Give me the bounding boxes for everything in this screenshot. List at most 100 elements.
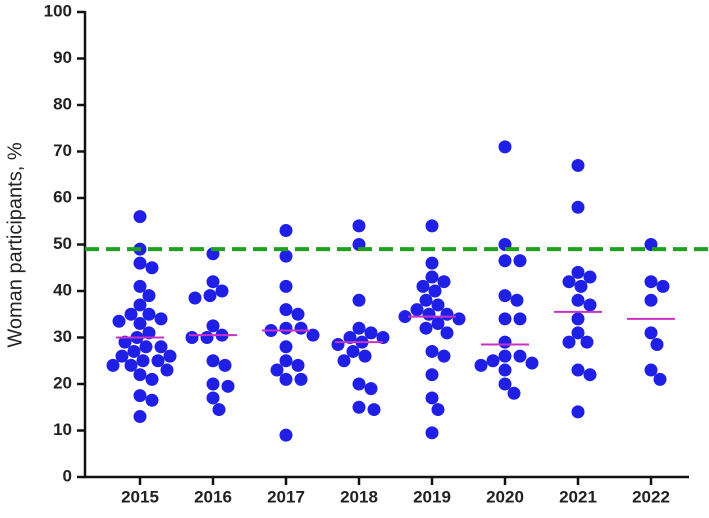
x-tick-label: 2017 (267, 487, 305, 506)
data-point (513, 312, 527, 326)
y-tick-label: 10 (53, 420, 72, 439)
y-tick-label: 30 (53, 327, 72, 346)
data-point (419, 321, 433, 335)
data-point (425, 270, 439, 284)
data-point (142, 289, 156, 303)
data-point (571, 293, 585, 307)
data-point (215, 284, 229, 298)
data-point (422, 307, 436, 321)
data-point (294, 372, 308, 386)
data-point (440, 326, 454, 340)
data-point (571, 158, 585, 172)
data-point (358, 349, 372, 363)
data-point (364, 382, 378, 396)
data-point (279, 249, 293, 263)
data-point (656, 279, 670, 293)
data-point (486, 354, 500, 368)
y-tick-label: 40 (53, 280, 72, 299)
data-point (583, 298, 597, 312)
data-point (352, 293, 366, 307)
data-point (571, 200, 585, 214)
data-point (452, 312, 466, 326)
data-point (437, 349, 451, 363)
data-point (376, 331, 390, 344)
data-point (644, 363, 658, 377)
y-tick-label: 20 (53, 373, 72, 392)
data-point (571, 312, 585, 326)
data-point (115, 349, 129, 363)
data-point (425, 426, 439, 440)
data-point (410, 303, 424, 317)
y-tick-label: 70 (53, 141, 72, 160)
data-point (498, 254, 512, 268)
data-point (291, 307, 305, 321)
data-point (124, 307, 138, 321)
y-tick-label: 100 (44, 1, 72, 20)
data-point (206, 391, 220, 405)
data-point (440, 307, 454, 321)
data-point (513, 349, 527, 363)
x-tick-label: 2021 (559, 487, 597, 506)
data-point (583, 368, 597, 382)
data-point (510, 293, 524, 307)
data-point (562, 335, 576, 349)
data-point (145, 372, 159, 386)
data-point (139, 340, 153, 354)
data-point (279, 372, 293, 386)
data-point (425, 391, 439, 405)
data-point (498, 312, 512, 326)
data-point (571, 405, 585, 419)
data-point (291, 358, 305, 372)
data-point (133, 298, 147, 312)
data-point (279, 354, 293, 368)
data-point (571, 265, 585, 279)
data-point (331, 337, 345, 351)
data-point (142, 307, 156, 321)
data-point (416, 279, 430, 293)
data-point (160, 363, 174, 377)
data-point (206, 319, 220, 333)
data-point (206, 354, 220, 368)
data-point (206, 275, 220, 289)
x-tick-label: 2016 (194, 487, 232, 506)
data-point (352, 219, 366, 233)
data-point (352, 321, 366, 335)
data-point (133, 256, 147, 270)
x-tick-label: 2020 (486, 487, 524, 506)
data-point (270, 363, 284, 377)
data-point (474, 358, 488, 372)
data-point (650, 337, 664, 351)
data-point (279, 428, 293, 442)
data-point (112, 314, 126, 328)
data-point (562, 275, 576, 289)
data-point (279, 303, 293, 317)
data-point (425, 256, 439, 270)
data-point (580, 335, 594, 349)
x-tick-label: 2022 (632, 487, 670, 506)
data-point (346, 344, 360, 358)
data-point (419, 293, 433, 307)
data-point (188, 291, 202, 305)
data-point (133, 279, 147, 293)
data-point (367, 403, 381, 417)
data-point (352, 377, 366, 391)
data-point (425, 368, 439, 382)
data-point (133, 410, 147, 424)
data-point (154, 340, 168, 354)
data-point (364, 326, 378, 340)
data-point (118, 335, 132, 349)
data-point (571, 363, 585, 377)
x-tick-label: 2019 (413, 487, 451, 506)
data-point (185, 331, 199, 344)
data-point (498, 335, 512, 349)
data-point (437, 275, 451, 289)
data-point (507, 386, 521, 400)
data-point (279, 279, 293, 293)
data-point (431, 403, 445, 417)
data-point (431, 317, 445, 331)
data-point (145, 261, 159, 275)
data-point (306, 328, 320, 342)
y-tick-label: 0 (63, 466, 72, 485)
data-point (127, 344, 141, 358)
